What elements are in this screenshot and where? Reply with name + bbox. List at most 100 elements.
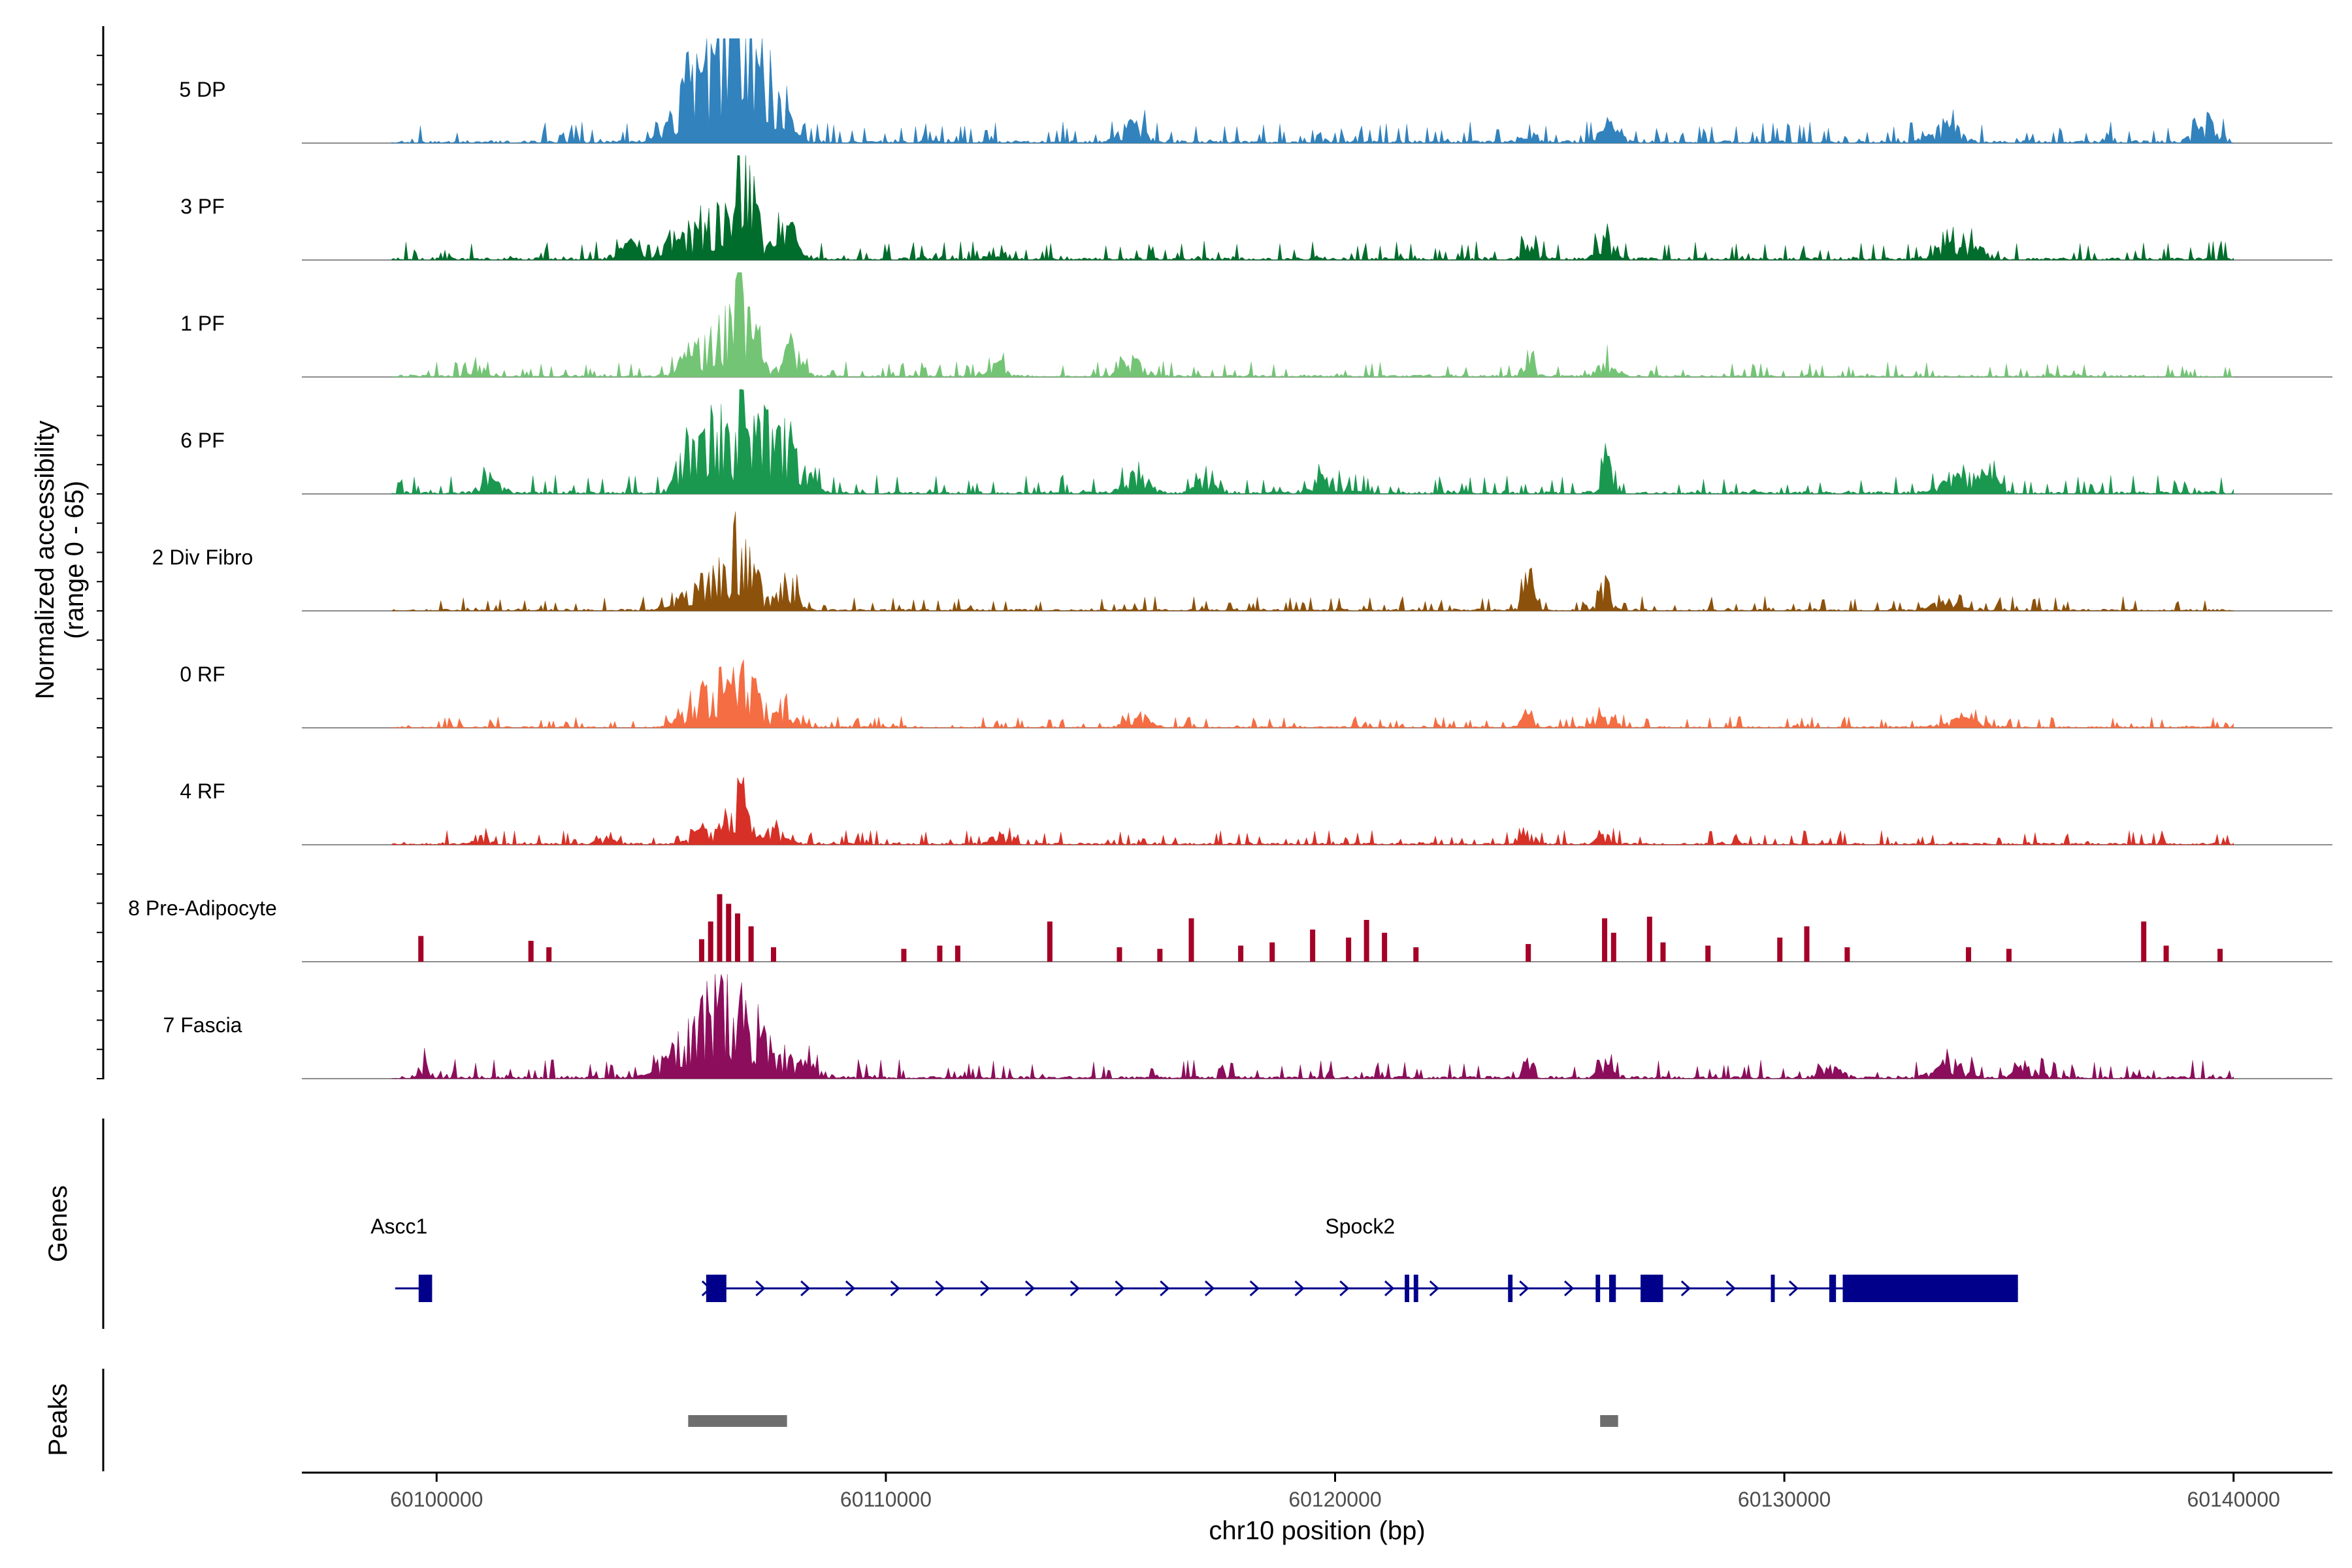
coverage-bar — [726, 904, 732, 962]
track-label: 2 Div Fibro — [152, 546, 253, 569]
coverage-tracks: 5 DP 3 PF 1 PF 6 PF 2 Div Fibro 0 RF 4 RF 8 Pre… — [128, 38, 2332, 1079]
track: 6 PF — [180, 389, 2332, 495]
strand-arrow — [1519, 1280, 1529, 1297]
track: 1 PF — [180, 272, 2332, 378]
track-label: 5 DP — [179, 78, 225, 101]
strand-arrow — [1070, 1280, 1080, 1297]
coverage-bar — [546, 947, 552, 962]
strand-arrow — [980, 1280, 990, 1297]
track-label: 4 RF — [180, 779, 225, 803]
peak-region — [688, 1415, 787, 1427]
track-label: 6 PF — [180, 429, 225, 452]
x-tick-label: 60120000 — [1288, 1488, 1381, 1511]
coverage-bar — [1047, 921, 1053, 962]
coverage-bar — [1238, 945, 1244, 962]
x-tick-label: 60100000 — [390, 1488, 483, 1511]
coverage-area — [391, 155, 2234, 261]
gene-spock2-exon — [1842, 1275, 2018, 1302]
peaks-title: Peaks — [44, 1383, 73, 1456]
coverage-bar — [1364, 920, 1369, 962]
gene-spock2-exon — [1595, 1275, 1601, 1302]
strand-arrow — [935, 1280, 945, 1297]
genes-title: Genes — [44, 1185, 73, 1262]
strand-arrow — [1680, 1280, 1691, 1297]
strand-arrow — [1339, 1280, 1350, 1297]
gene-spock2-exon — [1771, 1275, 1775, 1302]
coverage-bar — [708, 921, 713, 962]
gene-spock2-exon — [1829, 1275, 1837, 1302]
coverage-bar — [1346, 938, 1352, 962]
x-tick-label: 60110000 — [840, 1488, 932, 1511]
x-axis-ticks: 60100000 60110000 60120000 60130000 60140000 — [390, 1473, 2280, 1511]
coverage-bar — [1777, 938, 1783, 962]
strand-arrow — [1160, 1280, 1170, 1297]
coverage-area — [391, 511, 2234, 612]
strand-arrow — [800, 1280, 811, 1297]
coverage-area — [391, 659, 2234, 728]
strand-arrow — [845, 1280, 856, 1297]
coverage-bar — [2006, 949, 2012, 962]
gene-spock2-exon — [1413, 1275, 1418, 1302]
track-label: 8 Pre-Adipocyte — [128, 896, 277, 920]
gene-spock2-exon — [1508, 1275, 1513, 1302]
peak-regions — [688, 1415, 1618, 1427]
coverage-bar — [1157, 949, 1163, 962]
gene-ascc1-exon — [418, 1275, 433, 1302]
strand-arrow — [1384, 1280, 1395, 1297]
x-axis-title: chr10 position (bp) — [1209, 1516, 1425, 1545]
strand-arrow — [1294, 1280, 1305, 1297]
coverage-bar — [734, 913, 740, 962]
coverage-bar — [1610, 932, 1616, 962]
coverage-bar — [770, 947, 776, 962]
coverage-bar — [1188, 918, 1194, 962]
gene-spock2-exon — [1405, 1275, 1409, 1302]
track: 2 Div Fibro — [152, 511, 2332, 612]
strand-arrow — [1788, 1280, 1799, 1297]
strand-arrow — [1249, 1280, 1260, 1297]
x-tick-label: 60140000 — [2187, 1488, 2280, 1511]
track-label: 7 Fascia — [163, 1013, 242, 1037]
coverage-bar — [1602, 918, 1608, 962]
coverage-bar — [2141, 921, 2147, 962]
x-tick-label: 60130000 — [1738, 1488, 1831, 1511]
track: 3 PF — [180, 155, 2332, 261]
coverage-bar — [1413, 947, 1419, 962]
coverage-bar — [2163, 945, 2169, 962]
coverage-bar — [418, 936, 424, 962]
coverage-bar — [955, 945, 960, 962]
coverage-bar — [698, 939, 704, 962]
track: 5 DP — [179, 38, 2332, 144]
coverage-bar — [1804, 926, 1810, 962]
coverage-area — [391, 272, 2234, 378]
track: 0 RF — [180, 659, 2332, 728]
strand-arrow — [755, 1280, 766, 1297]
y-axis-ticks — [97, 54, 103, 1079]
strand-arrow — [1725, 1280, 1736, 1297]
strand-arrow — [1429, 1280, 1439, 1297]
y-axis-title-line1: Normalized accessibility — [31, 421, 59, 700]
coverage-bar — [1705, 945, 1711, 962]
track-label: 3 PF — [180, 195, 225, 218]
gene-spock2-exon — [1641, 1275, 1663, 1302]
track-label: 0 RF — [180, 662, 225, 686]
coverage-bar — [1382, 932, 1388, 962]
coverage-bar — [937, 945, 943, 962]
peak-region — [1600, 1415, 1618, 1427]
coverage-area — [391, 389, 2234, 495]
coverage-area — [391, 776, 2234, 845]
coverage-bar — [1310, 929, 1316, 962]
coverage-bar — [1646, 917, 1652, 962]
strand-arrow — [1564, 1280, 1575, 1297]
gene-label-ascc1: Ascc1 — [370, 1215, 427, 1238]
gene-annotations: Ascc1 Spock2 — [370, 1215, 2018, 1302]
coverage-bar — [1966, 947, 1972, 962]
track: 7 Fascia — [163, 973, 2332, 1079]
strand-arrow — [1024, 1280, 1036, 1297]
track: 4 RF — [180, 776, 2332, 845]
coverage-area — [391, 973, 2234, 1079]
coverage-bar — [1660, 942, 1666, 962]
coverage-bar — [2217, 949, 2223, 962]
gene-spock2-exon — [706, 1275, 727, 1302]
strand-arrow — [1204, 1280, 1215, 1297]
